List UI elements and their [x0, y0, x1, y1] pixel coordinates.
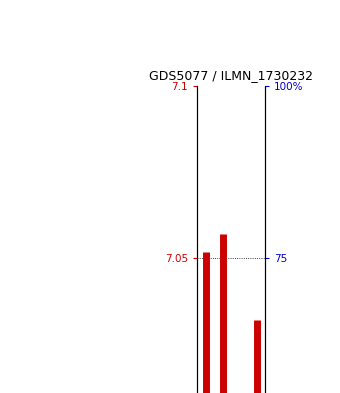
Title: GDS5077 / ILMN_1730232: GDS5077 / ILMN_1730232: [149, 70, 313, 83]
